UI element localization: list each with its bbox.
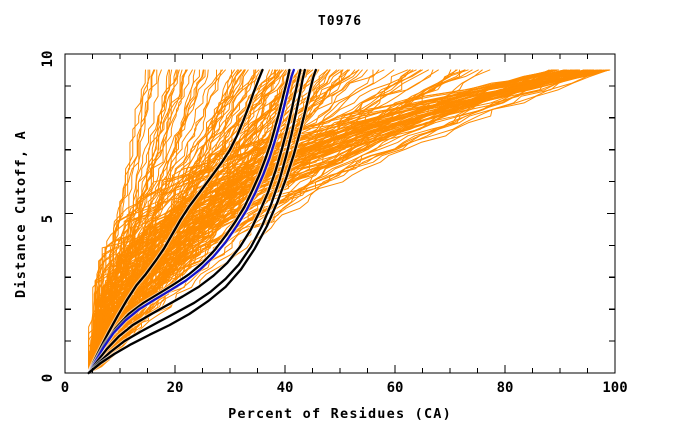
x-tick-label-80: 80 <box>497 380 514 396</box>
x-tick-label-60: 60 <box>387 380 404 396</box>
x-tick-label-100: 100 <box>602 380 627 396</box>
highlight-curve-black-right-a <box>87 68 306 375</box>
y-tick-label-0: 0 <box>40 374 56 382</box>
x-tick-label-40: 40 <box>277 380 294 396</box>
x-axis-label: Percent of Residues (CA) <box>228 406 452 422</box>
background-model-curve <box>88 69 594 374</box>
background-model-curve <box>88 69 578 374</box>
highlight-curve-black-left <box>87 68 264 375</box>
y-axis-label: Distance Cutoff, A <box>13 130 29 298</box>
highlight-curve-blue <box>87 68 295 375</box>
x-tick-label-20: 20 <box>167 380 184 396</box>
background-model-curve <box>88 69 602 374</box>
background-model-curve <box>88 69 556 374</box>
background-model-curve <box>88 69 591 374</box>
y-tick-label-10: 10 <box>40 51 56 68</box>
x-tick-label-0: 0 <box>61 380 69 396</box>
page-title: T0976 <box>318 14 362 29</box>
background-curve-group <box>88 69 611 374</box>
highlight-curve-group <box>86 67 318 376</box>
highlight-curve-black-mid-b <box>87 68 302 375</box>
background-model-curve <box>88 69 556 374</box>
y-tick-label-5: 5 <box>40 215 56 223</box>
axis-ticks <box>64 53 616 374</box>
background-model-curve <box>88 69 600 374</box>
highlight-curve-black-right-b <box>87 68 317 375</box>
